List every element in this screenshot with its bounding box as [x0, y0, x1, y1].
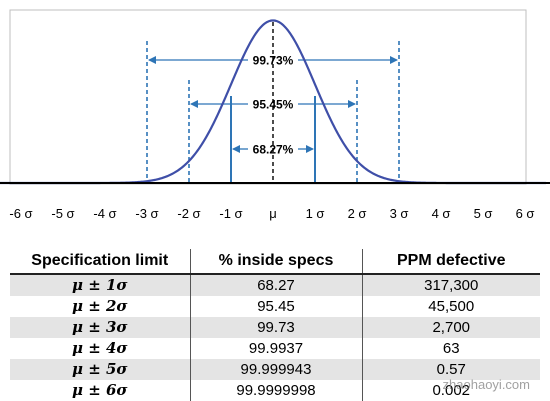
cell-ppm-defective: 2,700: [362, 317, 540, 338]
x-tick-label: 5 σ: [474, 206, 493, 221]
cell-ppm-defective: 317,300: [362, 274, 540, 296]
table-header: Specification limit % inside specs PPM d…: [10, 249, 540, 274]
table-row: μ ± 2σ 95.45 45,500: [10, 296, 540, 317]
header-specification-limit: Specification limit: [10, 249, 190, 274]
table-row: μ ± 6σ 99.9999998 0.002: [10, 380, 540, 401]
cell-ppm-defective: 0.57: [362, 359, 540, 380]
cell-ppm-defective: 45,500: [362, 296, 540, 317]
table-row: μ ± 1σ 68.27 317,300: [10, 274, 540, 296]
table-row: μ ± 4σ 99.9937 63: [10, 338, 540, 359]
x-tick-label: 1 σ: [306, 206, 325, 221]
chart-svg: 99.73%95.45%68.27%-6 σ-5 σ-4 σ-3 σ-2 σ-1…: [0, 0, 550, 235]
cell-spec-limit: μ ± 2σ: [10, 296, 190, 317]
specification-limit-table: Specification limit % inside specs PPM d…: [10, 249, 540, 401]
x-tick-label: -1 σ: [219, 206, 242, 221]
header-percent-inside-specs: % inside specs: [190, 249, 362, 274]
x-tick-label: -4 σ: [93, 206, 116, 221]
x-tick-label: 4 σ: [432, 206, 451, 221]
cell-percent-inside: 99.999943: [190, 359, 362, 380]
x-tick-label: μ: [269, 206, 277, 221]
table-header-row: Specification limit % inside specs PPM d…: [10, 249, 540, 274]
normal-distribution-chart: 99.73%95.45%68.27%-6 σ-5 σ-4 σ-3 σ-2 σ-1…: [0, 0, 550, 235]
cell-percent-inside: 99.73: [190, 317, 362, 338]
header-ppm-defective: PPM defective: [362, 249, 540, 274]
x-tick-label: -3 σ: [135, 206, 158, 221]
table-row: μ ± 5σ 99.999943 0.57: [10, 359, 540, 380]
table-body: μ ± 1σ 68.27 317,300 μ ± 2σ 95.45 45,500…: [10, 274, 540, 401]
x-tick-label: -5 σ: [51, 206, 74, 221]
cell-spec-limit: μ ± 3σ: [10, 317, 190, 338]
cell-ppm-defective: 63: [362, 338, 540, 359]
cell-spec-limit: μ ± 4σ: [10, 338, 190, 359]
cell-percent-inside: 99.9937: [190, 338, 362, 359]
x-tick-label: 2 σ: [348, 206, 367, 221]
cell-percent-inside: 68.27: [190, 274, 362, 296]
cell-spec-limit: μ ± 5σ: [10, 359, 190, 380]
table-row: μ ± 3σ 99.73 2,700: [10, 317, 540, 338]
x-tick-label: -2 σ: [177, 206, 200, 221]
x-tick-label: 6 σ: [516, 206, 535, 221]
x-tick-label: 3 σ: [390, 206, 409, 221]
cell-ppm-defective: 0.002: [362, 380, 540, 401]
cell-percent-inside: 95.45: [190, 296, 362, 317]
x-tick-label: -6 σ: [9, 206, 32, 221]
cell-percent-inside: 99.9999998: [190, 380, 362, 401]
cell-spec-limit: μ ± 6σ: [10, 380, 190, 401]
cell-spec-limit: μ ± 1σ: [10, 274, 190, 296]
